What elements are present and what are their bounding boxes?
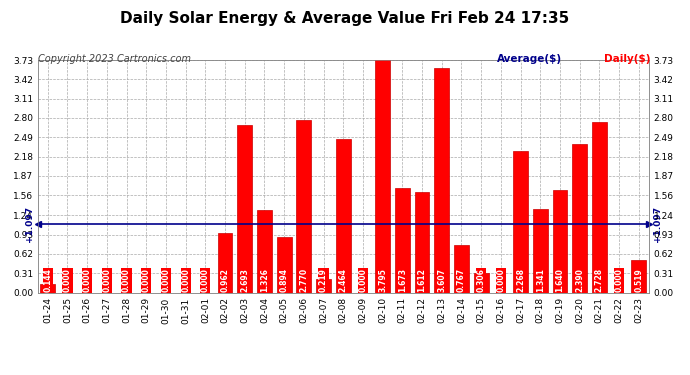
Text: 2.464: 2.464 [339, 268, 348, 292]
Bar [553, 190, 567, 292]
Text: 2.693: 2.693 [240, 268, 249, 292]
Bar [297, 120, 311, 292]
Text: Copyright 2023 Cartronics.com: Copyright 2023 Cartronics.com [38, 54, 191, 64]
Text: +1.097: +1.097 [25, 206, 34, 242]
Text: 0.767: 0.767 [457, 268, 466, 292]
Text: Average($): Average($) [497, 54, 562, 64]
Text: 2.390: 2.390 [575, 268, 584, 292]
Text: 2.770: 2.770 [299, 268, 308, 292]
Text: 0.306: 0.306 [477, 268, 486, 292]
Text: 0.000: 0.000 [63, 268, 72, 292]
Text: 0.219: 0.219 [319, 268, 328, 292]
Text: 1.326: 1.326 [260, 268, 269, 292]
Text: 0.000: 0.000 [141, 268, 151, 292]
Bar [474, 273, 489, 292]
Bar [513, 151, 528, 292]
Text: 1.673: 1.673 [398, 268, 407, 292]
Text: 0.519: 0.519 [634, 268, 643, 292]
Bar [218, 232, 233, 292]
Bar [237, 124, 252, 292]
Bar [277, 237, 292, 292]
Text: Daily($): Daily($) [604, 54, 650, 64]
Text: 0.000: 0.000 [615, 268, 624, 292]
Text: 0.000: 0.000 [83, 268, 92, 292]
Text: 0.144: 0.144 [43, 268, 52, 292]
Bar [41, 284, 55, 292]
Text: 0.000: 0.000 [496, 268, 505, 292]
Bar [572, 144, 587, 292]
Bar [316, 279, 331, 292]
Text: 0.000: 0.000 [122, 268, 131, 292]
Text: 1.341: 1.341 [535, 268, 545, 292]
Text: 3.607: 3.607 [437, 268, 446, 292]
Text: 3.795: 3.795 [378, 268, 387, 292]
Text: Daily Solar Energy & Average Value Fri Feb 24 17:35: Daily Solar Energy & Average Value Fri F… [120, 11, 570, 26]
Bar [631, 260, 646, 292]
Text: 1.612: 1.612 [417, 268, 426, 292]
Bar [533, 209, 548, 292]
Text: 0.000: 0.000 [181, 268, 190, 292]
Bar [395, 188, 410, 292]
Text: 0.000: 0.000 [359, 268, 368, 292]
Text: 2.728: 2.728 [595, 268, 604, 292]
Bar [415, 192, 429, 292]
Text: 0.000: 0.000 [161, 268, 170, 292]
Text: 0.962: 0.962 [221, 268, 230, 292]
Bar [257, 210, 272, 292]
Bar [375, 56, 390, 292]
Bar [435, 68, 449, 292]
Text: 0.000: 0.000 [201, 268, 210, 292]
Text: 0.894: 0.894 [279, 268, 288, 292]
Text: +1.097: +1.097 [653, 206, 662, 242]
Bar [336, 139, 351, 292]
Bar [592, 123, 607, 292]
Bar [454, 245, 469, 292]
Text: 2.268: 2.268 [516, 268, 525, 292]
Text: 1.640: 1.640 [555, 268, 564, 292]
Text: 0.000: 0.000 [102, 268, 111, 292]
